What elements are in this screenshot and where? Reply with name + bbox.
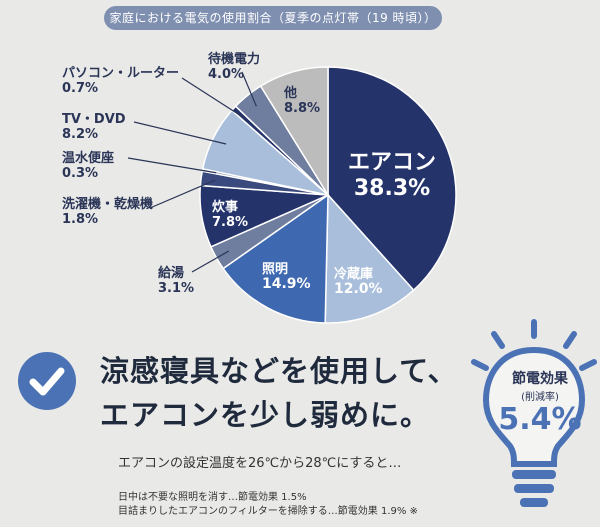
label-water-heating: 給湯 3.1%	[158, 266, 195, 296]
label-laundry: 洗濯機・乾燥機 1.8%	[62, 197, 154, 227]
check-icon	[18, 352, 76, 410]
label-other: 他 8.8%	[284, 86, 321, 116]
label-pc-router: パソコン・ルーター 0.7%	[62, 66, 180, 96]
subtext: エアコンの設定温度を26℃から28℃にすると…	[118, 456, 402, 471]
pie-slice-0	[327, 66, 457, 292]
leader-line-6	[127, 157, 217, 174]
pie-chart	[127, 66, 457, 324]
chart-title: 家庭における電気の使用割合（夏季の点灯帯（19 時頃））	[104, 6, 442, 30]
bulb-value: 5.4%	[498, 402, 582, 437]
label-fridge: 冷蔵庫 12.0%	[334, 267, 383, 297]
leader-line-9	[241, 71, 257, 107]
headline-line1: 涼感寝具などを使用して、	[100, 354, 458, 388]
label-toilet-seat: 温水便座 0.3%	[62, 151, 115, 181]
label-cooking: 炊事 7.8%	[212, 200, 249, 230]
bulb-title: 節電効果	[512, 371, 568, 387]
label-aircon: エアコン 38.3%	[348, 150, 437, 201]
headline-line2: エアコンを少し弱めに。	[100, 398, 431, 432]
note-filter: 目詰まりしたエアコンのフィルターを掃除する…節電効果 1.9% ※	[118, 506, 418, 517]
bulb-subtitle: (削減率)	[521, 392, 559, 403]
label-standby: 待機電力 4.0%	[208, 52, 261, 82]
leader-line-5	[149, 179, 216, 209]
lightbulb-icon	[471, 319, 597, 507]
leader-line-8	[181, 77, 245, 119]
label-lighting: 照明 14.9%	[262, 262, 311, 292]
note-lighting: 日中は不要な照明を消す…節電効果 1.5%	[118, 492, 307, 503]
pie-slice-10	[259, 66, 329, 198]
label-tv-dvd: TV・DVD 8.2%	[62, 112, 126, 142]
pie-slice-1	[324, 193, 415, 324]
leader-line-7	[133, 121, 227, 145]
pie-slice-2	[222, 193, 329, 324]
leader-line-3	[191, 250, 230, 273]
